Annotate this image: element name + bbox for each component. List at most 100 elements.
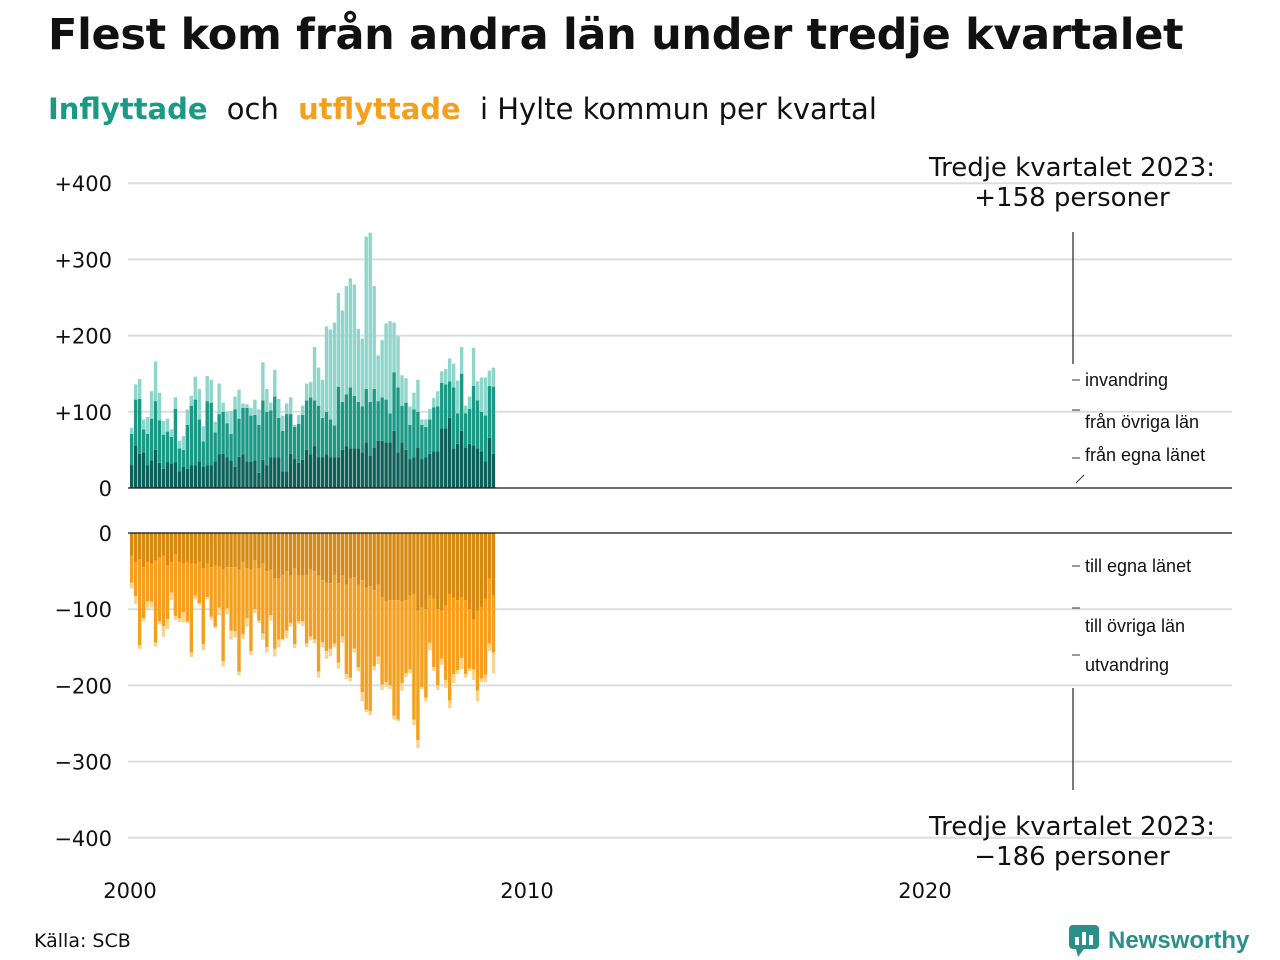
- bar-out-segment: [277, 639, 281, 648]
- bar-in-segment: [471, 385, 476, 446]
- bar-in-segment: [300, 405, 305, 415]
- bar-in-segment: [448, 417, 452, 488]
- bar-in-segment: [372, 388, 376, 448]
- bar-out-segment: [471, 619, 476, 670]
- bar-out-segment: [328, 583, 333, 649]
- bar-in-segment: [237, 389, 241, 419]
- bar-out-segment: [285, 630, 289, 639]
- bar-in-segment: [356, 401, 360, 449]
- bar-in-segment: [444, 428, 448, 488]
- bar-out-segment: [221, 533, 225, 570]
- bar-in-segment: [292, 424, 297, 428]
- bar-in-segment: [328, 457, 333, 488]
- bar-in-segment: [420, 459, 424, 488]
- bar-out-segment: [475, 690, 480, 702]
- bar-in-segment: [265, 465, 269, 488]
- bar-out-segment: [304, 574, 309, 644]
- bar-out-segment: [340, 575, 345, 637]
- bar-in-segment: [436, 391, 440, 407]
- bar-out-segment: [479, 678, 484, 683]
- bar-in-segment: [392, 322, 396, 373]
- bar-out-segment: [257, 620, 261, 623]
- bar-in-segment: [237, 418, 241, 457]
- bar-in-segment: [245, 407, 249, 462]
- bar-out-segment: [372, 666, 376, 671]
- bar-in-segment: [157, 462, 162, 488]
- bar-in-segment: [145, 433, 150, 466]
- bar-out-segment: [201, 644, 205, 651]
- bar-in-segment: [130, 465, 134, 488]
- bar-out-segment: [491, 652, 496, 674]
- bar-in-segment: [400, 375, 404, 406]
- y-tick-label-top: +300: [54, 248, 112, 272]
- bar-out-segment: [229, 533, 233, 568]
- bar-out-segment: [153, 533, 158, 561]
- bar-out-segment: [384, 601, 388, 683]
- bar-out-segment: [348, 533, 353, 579]
- bar-in-segment: [141, 419, 146, 430]
- bar-in-segment: [213, 421, 217, 433]
- bar-out-segment: [157, 557, 162, 622]
- bar-in-segment: [448, 381, 452, 418]
- bar-in-segment: [241, 407, 245, 455]
- bar-out-segment: [149, 601, 154, 608]
- bar-in-segment: [324, 454, 329, 488]
- bar-out-segment: [269, 533, 273, 570]
- bar-out-segment: [181, 533, 186, 564]
- bar-in-segment: [424, 457, 428, 488]
- bar-out-segment: [161, 555, 166, 626]
- bar-out-segment: [169, 592, 174, 601]
- bar-out-segment: [265, 533, 269, 572]
- bar-in-segment: [130, 427, 134, 434]
- bar-in-segment: [483, 415, 488, 462]
- bar-out-segment: [181, 563, 186, 613]
- bar-in-segment: [340, 310, 345, 402]
- bar-out-segment: [368, 586, 372, 712]
- bar-out-segment: [269, 569, 273, 616]
- bar-in-segment: [277, 398, 281, 418]
- y-tick-label-bottom: 0: [99, 522, 112, 546]
- bar-out-segment: [261, 633, 265, 640]
- bar-in-segment: [332, 322, 337, 426]
- bar-out-segment: [372, 533, 376, 591]
- bar-in-segment: [332, 425, 337, 458]
- bar-in-segment: [221, 402, 225, 412]
- bar-in-segment: [448, 358, 452, 382]
- bar-out-segment: [483, 674, 488, 683]
- bar-in-segment: [233, 396, 237, 410]
- bar-out-segment: [467, 609, 472, 669]
- bar-out-segment: [396, 600, 400, 720]
- bar-out-segment: [432, 533, 436, 599]
- bar-in-segment: [316, 457, 321, 488]
- bar-out-segment: [249, 569, 253, 652]
- bar-out-segment: [420, 607, 424, 687]
- bar-out-segment: [137, 533, 142, 560]
- bar-in-segment: [229, 411, 233, 434]
- bar-in-segment: [455, 380, 460, 414]
- bar-in-segment: [324, 411, 329, 455]
- bar-in-segment: [344, 446, 349, 488]
- bar-in-segment: [193, 376, 197, 400]
- bar-in-segment: [424, 419, 428, 428]
- bar-out-segment: [217, 566, 221, 608]
- bar-out-segment: [424, 533, 428, 610]
- bar-in-segment: [412, 409, 416, 458]
- bar-in-segment: [257, 424, 261, 473]
- bar-in-segment: [300, 414, 305, 460]
- bar-out-segment: [161, 625, 166, 637]
- bar-out-segment: [249, 533, 253, 570]
- bar-out-segment: [221, 661, 225, 667]
- bar-in-segment: [455, 443, 460, 488]
- bar-out-segment: [404, 600, 408, 674]
- bar-out-segment: [292, 644, 297, 649]
- bar-out-segment: [213, 626, 217, 629]
- bar-out-segment: [380, 533, 384, 598]
- bar-in-segment: [344, 394, 349, 447]
- bar-in-segment: [193, 399, 197, 466]
- bar-in-segment: [368, 232, 372, 402]
- y-tick-label-bottom: −400: [54, 827, 112, 851]
- bar-in-segment: [440, 382, 444, 429]
- bar-out-segment: [133, 533, 138, 562]
- bar-out-segment: [273, 533, 277, 579]
- bar-out-segment: [352, 577, 356, 649]
